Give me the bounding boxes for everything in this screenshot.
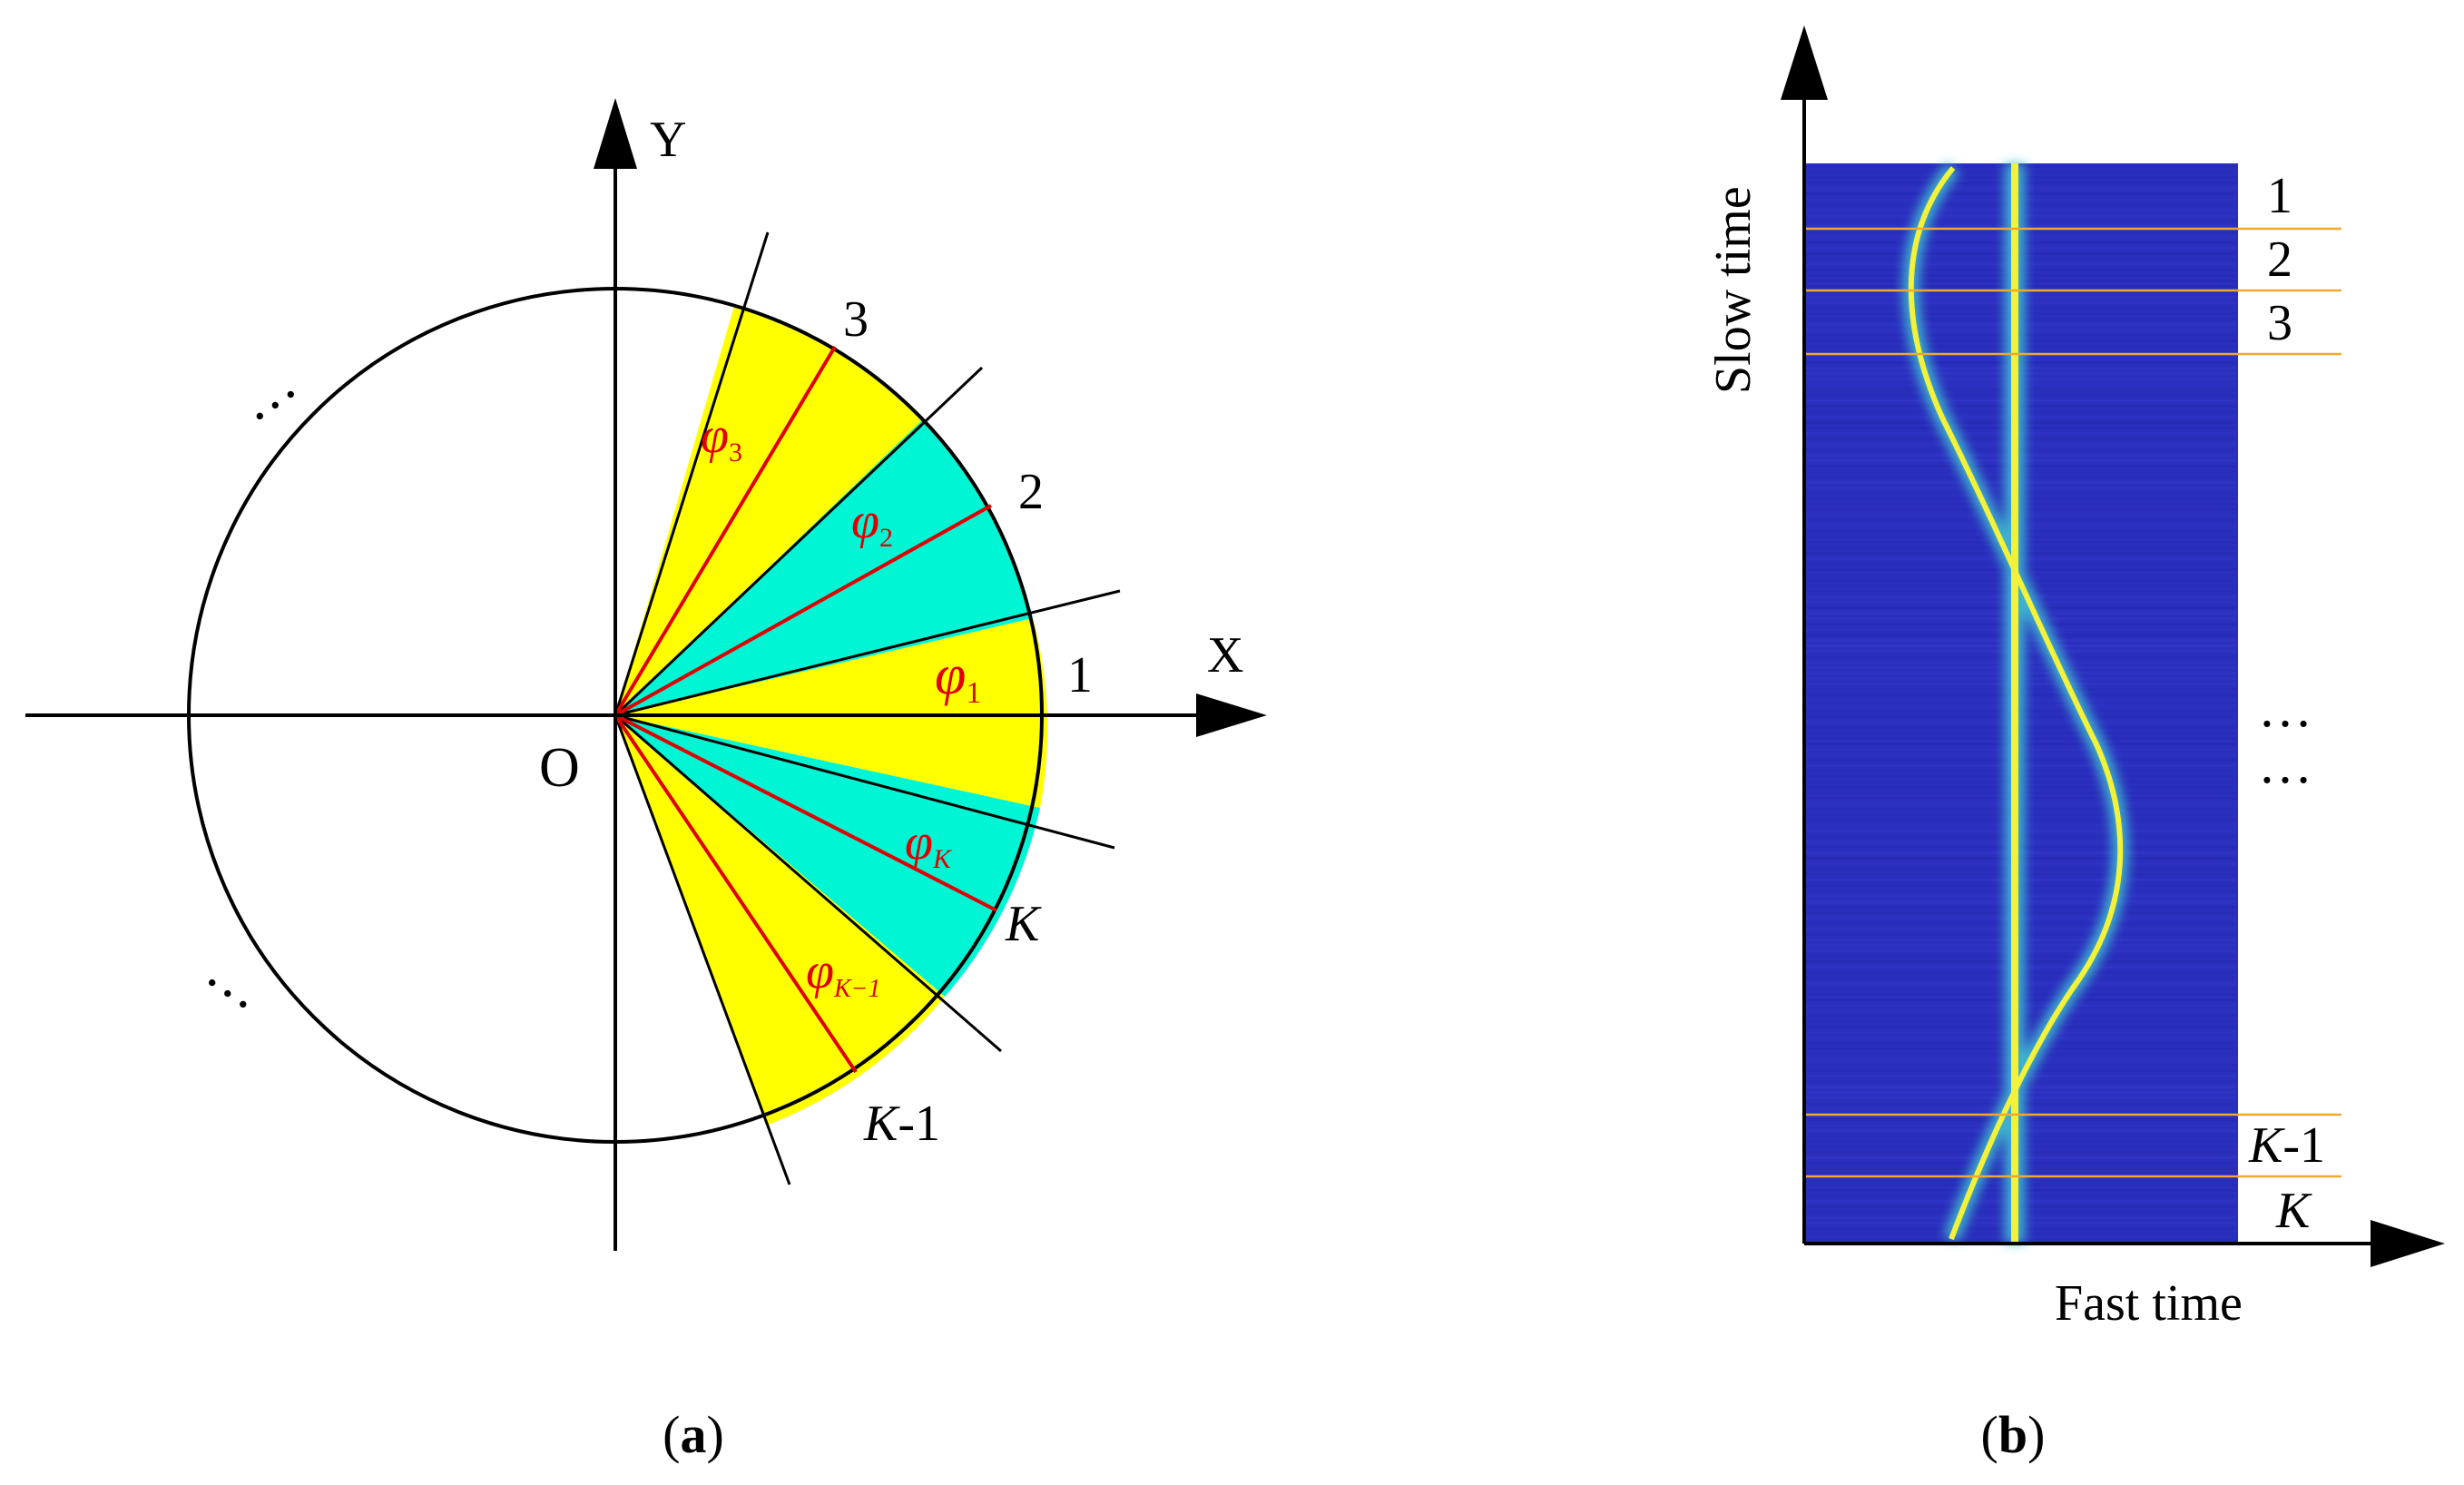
- sector-label-K: K: [1005, 896, 1042, 952]
- y-axis-label: Y: [650, 112, 686, 168]
- angle-label-phi-2: φ2: [851, 493, 893, 553]
- caption-b: (b): [1981, 1405, 2046, 1464]
- segment-label-K: K: [2275, 1183, 2312, 1239]
- panel-b: Slow time Fast time 1 2 3 … … K-1 K (b): [1705, 25, 2445, 1464]
- sector-K-1: [615, 715, 945, 1126]
- fast-time-axis-arrow: [2371, 1220, 2445, 1267]
- segment-label-3: 3: [2267, 295, 2292, 351]
- sector-label-2: 2: [1018, 464, 1044, 520]
- segment-dividers: [1804, 227, 2341, 1178]
- x-axis-label: X: [1207, 627, 1243, 683]
- sector-label-K-1: K-1: [863, 1096, 940, 1152]
- sinusoidal-trace: [1908, 166, 2124, 1241]
- x-axis-arrow: [1196, 693, 1267, 737]
- ellipsis-lower-left: …: [196, 939, 278, 1022]
- ellipsis-upper: …: [2258, 678, 2312, 738]
- panel-a: Y X O 3 2 1 K K-1 φ3 φ2 φ1 φK φK−1 … … (…: [25, 98, 1267, 1464]
- segment-label-1: 1: [2267, 168, 2292, 224]
- origin-label: O: [539, 737, 580, 799]
- sector-label-1: 1: [1067, 647, 1093, 703]
- ellipsis-upper-left: …: [226, 351, 308, 434]
- ellipsis-lower: …: [2258, 734, 2312, 794]
- slow-time-axis-arrow: [1781, 25, 1828, 100]
- sector-boundaries: [614, 231, 1121, 1185]
- angle-label-phi-1: φ1: [935, 644, 981, 710]
- segment-label-K-1: K-1: [2248, 1117, 2325, 1174]
- sector-2: [615, 419, 1033, 715]
- sector-K: [615, 715, 1040, 997]
- angle-label-phi-K-1: φK−1: [806, 943, 881, 1003]
- sector-1: [615, 618, 1048, 808]
- caption-a: (a): [663, 1405, 724, 1464]
- fast-time-label: Fast time: [2055, 1275, 2243, 1332]
- y-axis-arrow: [594, 98, 637, 169]
- segment-label-2: 2: [2267, 231, 2292, 288]
- sector-3: [615, 306, 923, 715]
- angle-label-phi-K: φK: [905, 814, 953, 874]
- slow-time-label: Slow time: [1705, 186, 1762, 394]
- sector-label-3: 3: [843, 291, 869, 348]
- angle-label-phi-3: φ3: [701, 408, 742, 467]
